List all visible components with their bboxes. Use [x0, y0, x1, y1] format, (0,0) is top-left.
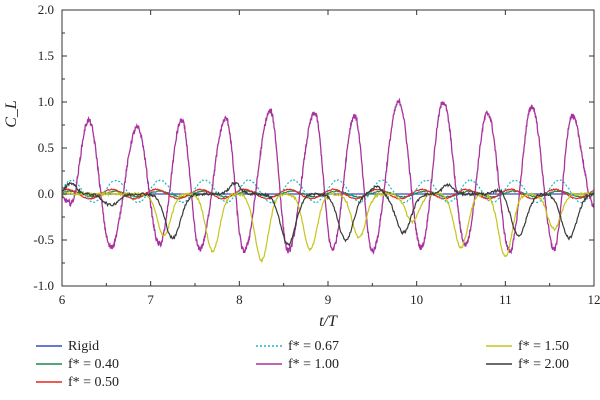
legend-label: f* = 0.50 — [68, 375, 119, 390]
legend-item: Rigid — [36, 339, 99, 354]
y-tick-label: 0.0 — [38, 186, 54, 201]
legend-label: f* = 1.00 — [288, 357, 339, 372]
series-line-f-1-00 — [61, 97, 595, 256]
legend-label: f* = 0.40 — [68, 357, 119, 372]
legend-label: f* = 1.50 — [518, 339, 569, 354]
y-tick-label: -0.5 — [33, 232, 54, 247]
legend-item: f* = 1.00 — [256, 357, 339, 372]
legend-item: f* = 0.40 — [36, 357, 119, 372]
plot-background — [62, 10, 594, 286]
y-tick-label: -1.0 — [33, 278, 54, 293]
y-axis-title: C_L — [3, 100, 20, 128]
series-line-f-0-40 — [61, 189, 595, 199]
series-layer — [61, 97, 595, 264]
legend-item: f* = 2.00 — [486, 357, 569, 372]
legend-item: f* = 0.50 — [36, 375, 119, 390]
y-tick-label: 1.5 — [38, 48, 54, 63]
series-line-f-2-00 — [61, 181, 595, 247]
x-axis-title: t/T — [319, 313, 338, 330]
plot-area — [62, 10, 594, 286]
x-tick-label: 12 — [588, 292, 600, 307]
y-tick-label: 1.0 — [38, 94, 54, 109]
legend-item: f* = 1.50 — [486, 339, 569, 354]
x-tick-label: 9 — [325, 292, 332, 307]
legend: Rigid f* = 0.40 f* = 0.50 f* = 0.67 f* = 1.0… — [36, 339, 569, 390]
y-tick-label: 0.5 — [38, 140, 54, 155]
x-tick-label: 11 — [499, 292, 512, 307]
x-tick-label: 8 — [236, 292, 243, 307]
series-line-f-0-50 — [61, 188, 595, 200]
series-line-f-0-67 — [61, 178, 595, 204]
y-tick-label: 2.0 — [38, 2, 54, 17]
legend-item: f* = 0.67 — [256, 339, 339, 354]
x-tick-label: 10 — [410, 292, 423, 307]
x-tick-label: 6 — [59, 292, 66, 307]
legend-label: Rigid — [68, 339, 99, 354]
legend-label: f* = 2.00 — [518, 357, 569, 372]
x-tick-label: 7 — [147, 292, 154, 307]
legend-label: f* = 0.67 — [288, 339, 339, 354]
axes-layer: 6 7 8 9 10 11 12 2.0 1.5 1.0 0.5 0.0 -0.5 -1.0 t/T C_L — [3, 2, 600, 330]
